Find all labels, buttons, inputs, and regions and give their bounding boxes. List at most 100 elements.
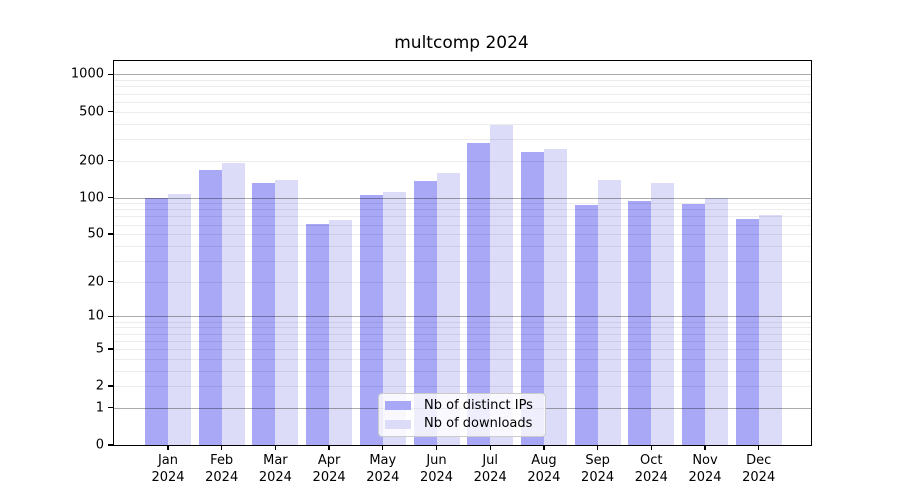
gridline-minor-30 bbox=[114, 260, 811, 262]
gridline-minor-9 bbox=[114, 321, 811, 323]
x-tick-mark-apr bbox=[328, 445, 330, 450]
bar-nov-series2 bbox=[705, 197, 728, 445]
x-tick-mark-jan bbox=[167, 445, 169, 450]
x-tick-month: Sep bbox=[585, 453, 610, 468]
legend-item-1: Nb of distinct IPs bbox=[385, 398, 539, 414]
bar-oct-series2 bbox=[651, 183, 675, 445]
y-tick-label-20: 20 bbox=[87, 274, 104, 290]
y-tick-mark-100 bbox=[108, 196, 113, 199]
gridline-minor-8 bbox=[114, 327, 811, 329]
gridline-minor-5 bbox=[114, 348, 811, 350]
gridline-minor-800 bbox=[114, 86, 811, 88]
x-tick-mark-jun bbox=[435, 445, 438, 450]
y-tick-mark-2 bbox=[108, 385, 113, 387]
y-tick-mark-10 bbox=[108, 315, 113, 318]
x-tick-year: 2024 bbox=[151, 469, 185, 485]
x-tick-label-oct: Oct 2024 bbox=[621, 453, 681, 486]
gridline-minor-80 bbox=[114, 209, 811, 211]
x-tick-label-jul: Jul 2024 bbox=[460, 453, 520, 486]
legend-item-2: Nb of downloads bbox=[385, 417, 539, 433]
x-tick-mark-nov bbox=[704, 445, 706, 450]
chart-title: multcomp 2024 bbox=[394, 33, 529, 53]
x-tick-month: May bbox=[369, 453, 397, 468]
bar-apr-series2 bbox=[329, 219, 353, 445]
gridline-minor-700 bbox=[114, 93, 811, 95]
y-tick-label-0: 0 bbox=[95, 437, 104, 453]
gridline-minor-500 bbox=[114, 111, 811, 113]
legend-label: Nb of distinct IPs bbox=[424, 397, 533, 413]
y-tick-label-100: 100 bbox=[79, 190, 104, 205]
x-tick-month: Jun bbox=[426, 453, 447, 468]
bar-oct-series1 bbox=[628, 201, 652, 445]
bar-sep-series2 bbox=[597, 179, 621, 445]
gridline-minor-300 bbox=[114, 138, 811, 140]
x-tick-mark-mar bbox=[274, 445, 277, 450]
x-tick-month: Jan bbox=[157, 453, 179, 468]
x-tick-year: 2024 bbox=[742, 469, 776, 485]
x-tick-year: 2024 bbox=[312, 469, 346, 485]
x-tick-mark-dec bbox=[758, 445, 760, 450]
x-tick-year: 2024 bbox=[205, 469, 239, 485]
x-tick-label-jun: Jun 2024 bbox=[407, 453, 467, 486]
bar-jun-series1 bbox=[413, 180, 437, 445]
x-tick-year: 2024 bbox=[473, 469, 507, 485]
x-tick-month: Oct bbox=[640, 453, 663, 468]
x-tick-year: 2024 bbox=[688, 469, 722, 485]
bar-sep-series1 bbox=[574, 204, 598, 445]
x-tick-mark-feb bbox=[221, 445, 223, 450]
gridline-minor-50 bbox=[114, 234, 811, 236]
y-tick-mark-500 bbox=[108, 110, 113, 113]
bar-apr-series1 bbox=[306, 223, 330, 445]
y-tick-label-2: 2 bbox=[95, 378, 104, 394]
x-tick-mark-jul bbox=[489, 445, 491, 450]
bar-jun-series2 bbox=[436, 172, 460, 445]
bar-may-series1 bbox=[359, 194, 383, 445]
bar-dec-series2 bbox=[758, 214, 782, 445]
gridline-major-100 bbox=[114, 197, 811, 199]
legend: Nb of distinct IPs Nb of downloads bbox=[378, 393, 546, 437]
x-tick-label-feb: Feb 2024 bbox=[192, 453, 252, 486]
x-tick-year: 2024 bbox=[258, 469, 292, 485]
bar-jul-series2 bbox=[490, 124, 514, 445]
x-tick-month: Apr bbox=[317, 453, 341, 468]
x-tick-month: Aug bbox=[531, 453, 557, 468]
x-tick-month: Nov bbox=[692, 453, 718, 468]
gridline-minor-2 bbox=[114, 386, 811, 388]
gridline-minor-400 bbox=[114, 123, 811, 125]
x-tick-label-may: May 2024 bbox=[353, 453, 413, 486]
bar-aug-series1 bbox=[520, 151, 544, 445]
y-tick-label-5: 5 bbox=[95, 341, 104, 357]
bar-feb-series2 bbox=[221, 163, 245, 445]
y-tick-mark-200 bbox=[108, 159, 113, 162]
bar-feb-series1 bbox=[198, 169, 222, 445]
y-tick-mark-1000 bbox=[108, 73, 113, 76]
gridline-minor-900 bbox=[114, 80, 811, 82]
y-tick-mark-5 bbox=[108, 348, 113, 350]
x-tick-label-nov: Nov 2024 bbox=[675, 453, 735, 486]
bar-mar-series1 bbox=[252, 182, 276, 445]
x-tick-month: Mar bbox=[263, 453, 288, 468]
gridline-minor-7 bbox=[114, 333, 811, 335]
x-tick-year: 2024 bbox=[527, 469, 561, 485]
x-tick-year: 2024 bbox=[419, 469, 454, 485]
y-tick-mark-0 bbox=[108, 444, 113, 446]
x-tick-year: 2024 bbox=[634, 469, 668, 485]
y-tick-label-500: 500 bbox=[79, 104, 104, 120]
bar-aug-series2 bbox=[543, 148, 567, 445]
bar-jan-series2 bbox=[168, 194, 191, 445]
gridline-minor-40 bbox=[114, 245, 811, 247]
x-tick-label-sep: Sep 2024 bbox=[568, 453, 628, 486]
gridline-minor-600 bbox=[114, 101, 811, 103]
gridline-minor-90 bbox=[114, 203, 811, 205]
y-tick-mark-20 bbox=[108, 281, 113, 283]
x-tick-year: 2024 bbox=[366, 469, 400, 485]
gridline-major-1000 bbox=[114, 74, 811, 76]
bar-jan-series1 bbox=[145, 197, 168, 445]
x-tick-label-aug: Aug 2024 bbox=[514, 453, 574, 486]
x-tick-mark-sep bbox=[596, 445, 599, 450]
y-tick-label-10: 10 bbox=[87, 308, 104, 324]
bar-dec-series1 bbox=[735, 218, 759, 445]
x-tick-mark-may bbox=[382, 445, 384, 450]
bar-mar-series2 bbox=[275, 179, 299, 445]
